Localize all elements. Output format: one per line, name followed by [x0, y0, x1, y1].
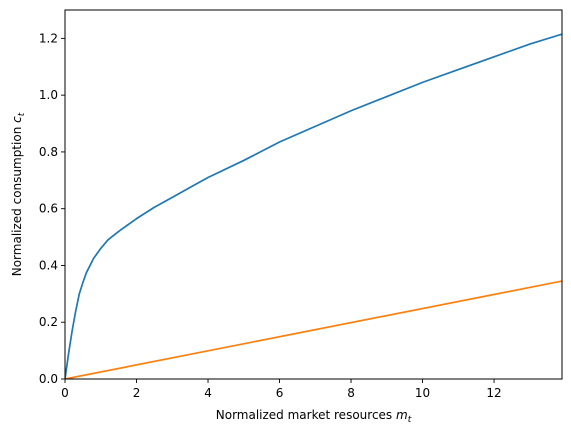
y-tick-label: 0.6	[39, 202, 58, 216]
y-tick-label: 1.2	[39, 31, 58, 45]
x-tick-label: 10	[415, 386, 430, 400]
y-axis-ticks: 0.0 0.2 0.4 0.6 0.8 1.0 1.2	[39, 31, 65, 386]
x-tick-label: 2	[133, 386, 141, 400]
x-tick-label: 4	[204, 386, 212, 400]
x-tick-label: 0	[61, 386, 69, 400]
x-axis-label: Normalized market resources mt	[216, 408, 412, 425]
x-tick-label: 6	[276, 386, 284, 400]
plot-frame	[64, 9, 563, 380]
y-tick-label: 0.0	[39, 372, 58, 386]
x-axis-ticks: 0 2 4 6 8 10 12	[61, 379, 502, 400]
x-tick-label: 8	[347, 386, 355, 400]
x-tick-label: 12	[486, 386, 501, 400]
y-axis-label: Normalized consumption ct	[10, 112, 27, 276]
plot-lines	[65, 33, 562, 379]
series-line-2	[65, 280, 562, 379]
series-line-1	[65, 33, 562, 379]
y-tick-label: 1.0	[39, 88, 58, 102]
y-tick-label: 0.2	[39, 315, 58, 329]
y-tick-label: 0.8	[39, 145, 58, 159]
y-tick-label: 0.4	[39, 258, 58, 272]
